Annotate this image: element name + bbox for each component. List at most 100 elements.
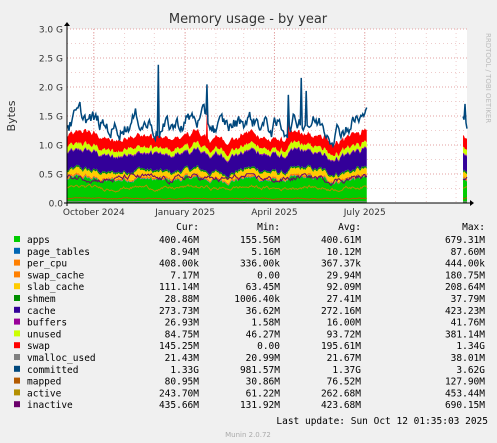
y-tick-label: 1.5 G	[39, 113, 63, 123]
legend-swatch-vmalloc_used	[14, 354, 20, 360]
legend-header-min: Min:	[257, 222, 280, 233]
legend-min-mapped: 30.86M	[246, 377, 281, 388]
legend-min-committed: 981.57M	[240, 365, 280, 376]
area-shmem	[67, 164, 367, 180]
legend-header-cur: Cur:	[176, 222, 199, 233]
legend-swatch-cache	[14, 306, 20, 313]
legend-label-cache: cache	[27, 306, 56, 317]
area-cache	[67, 147, 367, 178]
legend-max-page_tables: 87.60M	[451, 247, 486, 258]
line-mapped	[66, 197, 367, 201]
legend-label-shmem: shmem	[27, 294, 56, 305]
area-slab_cache	[67, 166, 367, 184]
legend-cur-swap: 145.25M	[159, 341, 199, 352]
series-lines	[66, 64, 468, 203]
legend-swatch-committed	[14, 365, 20, 372]
munin-version: Munin 2.0.72	[225, 431, 271, 439]
legend-label-active: active	[27, 388, 62, 399]
legend-header-avg: Avg:	[338, 222, 361, 233]
legend-avg-page_tables: 10.12M	[327, 247, 362, 258]
legend-min-unused: 46.27M	[246, 329, 281, 340]
area-swap	[67, 106, 367, 157]
legend-avg-buffers: 16.00M	[327, 318, 362, 329]
legend-swatch-page_tables	[14, 247, 20, 254]
legend-avg-shmem: 27.41M	[327, 294, 362, 305]
legend-avg-vmalloc_used: 21.67M	[327, 353, 362, 364]
line-committed	[462, 103, 468, 129]
legend-cur-slab_cache: 111.14M	[159, 282, 199, 293]
legend-label-swap: swap	[27, 341, 50, 352]
legend-swatch-apps	[14, 236, 20, 242]
legend-avg-per_cpu: 367.37k	[321, 259, 361, 270]
legend-label-per_cpu: per_cpu	[27, 259, 67, 270]
rrdtool-credit: RRDTOOL / TOBI OETIKER	[484, 33, 492, 123]
axes	[64, 22, 474, 206]
legend-max-mapped: 127.90M	[445, 377, 485, 388]
legend-label-apps: apps	[27, 235, 50, 246]
legend-max-buffers: 41.76M	[451, 318, 486, 329]
legend-label-inactive: inactive	[27, 400, 73, 411]
legend-label-swap_cache: swap_cache	[27, 270, 84, 281]
y-tick-label: 2.5 G	[39, 55, 63, 65]
legend-max-unused: 381.14M	[445, 329, 485, 340]
x-axis-arrow	[470, 200, 474, 206]
legend-min-cache: 36.62M	[246, 306, 281, 317]
legend-cur-mapped: 80.95M	[165, 377, 200, 388]
legend-swatch-swap_cache	[14, 271, 20, 278]
area-page_tables	[463, 177, 467, 182]
legend-avg-swap_cache: 29.94M	[327, 270, 362, 281]
line-active	[66, 183, 368, 193]
legend-label-vmalloc_used: vmalloc_used	[27, 353, 96, 364]
legend-label-buffers: buffers	[27, 318, 67, 329]
legend-swatch-slab_cache	[14, 283, 20, 290]
tick-labels: 0.0 0.5 G 1.0 G 1.5 G 2.0 G 2.5 G 3.0 G October…	[39, 26, 386, 219]
y-tick-label: 1.0 G	[39, 142, 63, 152]
line-active	[462, 186, 468, 189]
legend-cur-page_tables: 8.94M	[170, 247, 199, 258]
legend-max-swap: 1.34G	[456, 341, 485, 352]
line-inactive	[66, 173, 368, 187]
legend-cur-apps: 400.46M	[159, 235, 199, 246]
legend-cur-vmalloc_used: 21.43M	[165, 353, 200, 364]
x-tick-label: April 2025	[251, 208, 297, 218]
x-tick-label: October 2024	[63, 208, 125, 218]
line-mapped	[462, 197, 468, 200]
legend-cur-active: 243.70M	[159, 388, 199, 399]
legend-min-swap: 0.00	[257, 341, 280, 352]
legend-max-slab_cache: 208.64M	[445, 282, 485, 293]
y-tick-label: 2.0 G	[39, 84, 63, 94]
area-unused	[67, 140, 367, 162]
x-tick-label: January 2025	[154, 208, 215, 218]
area-apps	[463, 178, 467, 203]
legend-min-page_tables: 5.16M	[251, 247, 280, 258]
y-axis-label: Bytes	[5, 100, 18, 131]
legend-avg-inactive: 423.68M	[321, 400, 361, 411]
legend-max-inactive: 690.15M	[445, 400, 485, 411]
legend-label-mapped: mapped	[27, 377, 61, 388]
legend-max-shmem: 37.79M	[451, 294, 486, 305]
legend-avg-active: 262.68M	[321, 388, 361, 399]
legend-cur-shmem: 28.88M	[165, 294, 200, 305]
legend-swatch-swap	[14, 342, 20, 349]
x-tick-label: July 2025	[343, 208, 386, 218]
y-axis-arrow	[64, 22, 70, 26]
legend-min-per_cpu: 336.00k	[240, 259, 280, 270]
legend-swatch-shmem	[14, 295, 20, 301]
legend-label-page_tables: page_tables	[27, 247, 90, 258]
legend-label-committed: committed	[27, 365, 78, 376]
legend-cur-swap_cache: 7.17M	[170, 270, 199, 281]
area-swap_cache	[463, 175, 467, 182]
legend-max-cache: 423.23M	[445, 306, 485, 317]
legend-swatch-unused	[14, 330, 20, 337]
legend-header-max: Max:	[462, 222, 485, 233]
legend-avg-slab_cache: 92.09M	[327, 282, 362, 293]
area-slab_cache	[463, 171, 467, 179]
legend-cur-per_cpu: 408.00k	[159, 259, 199, 270]
line-committed	[66, 64, 368, 149]
legend-avg-unused: 93.72M	[327, 329, 362, 340]
legend-avg-swap: 195.61M	[321, 341, 361, 352]
legend-min-inactive: 131.92M	[240, 400, 280, 411]
area-cache	[463, 153, 467, 173]
legend-max-vmalloc_used: 38.01M	[451, 353, 486, 364]
line-inactive	[462, 176, 468, 181]
